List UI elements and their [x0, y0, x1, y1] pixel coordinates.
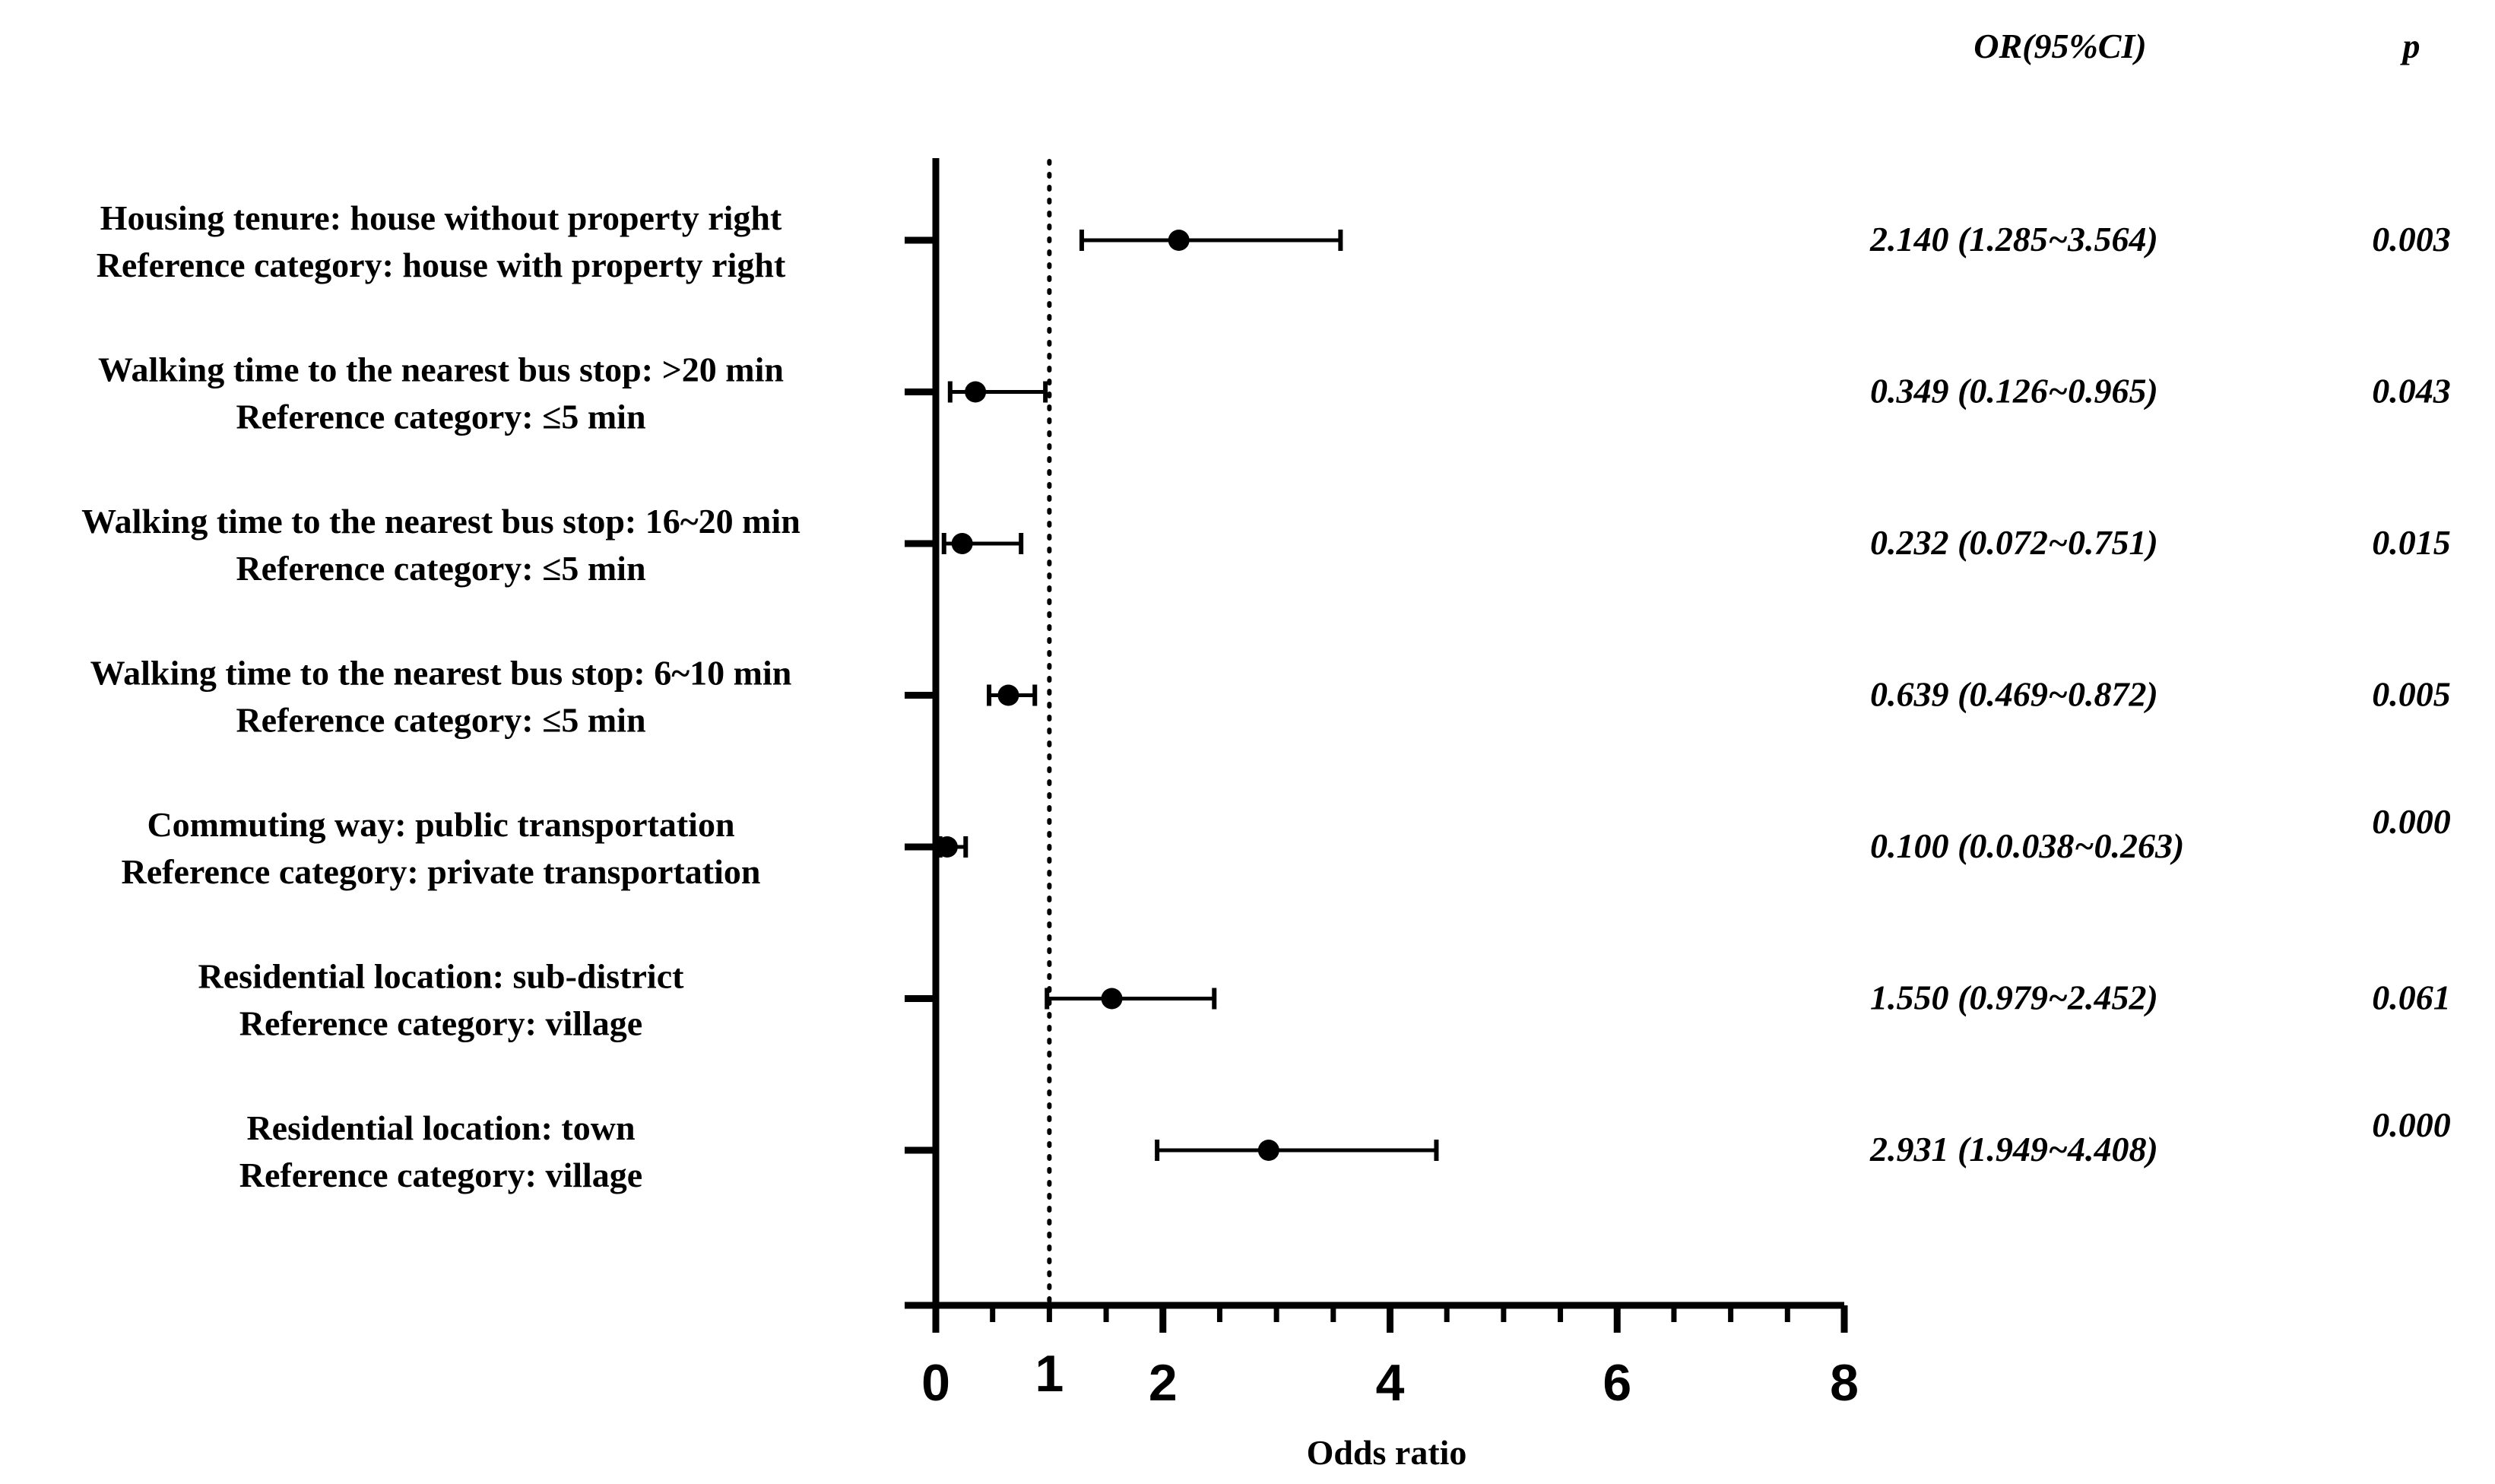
- row-label-reference: Reference category: house with property …: [97, 246, 786, 284]
- row-label-reference: Reference category: ≤5 min: [236, 701, 645, 740]
- row-label-variable: Walking time to the nearest bus stop: >2…: [98, 350, 784, 389]
- row-label-reference: Reference category: village: [239, 1156, 642, 1194]
- or-ci-value: 0.100 (0.0.038~0.263): [1870, 826, 2184, 865]
- row-label-variable: Walking time to the nearest bus stop: 6~…: [90, 654, 792, 693]
- p-value: 0.000: [2372, 1105, 2451, 1144]
- row-label-reference: Reference category: ≤5 min: [236, 549, 645, 588]
- x-axis-ticks: [932, 1305, 1848, 1333]
- forest-row: Housing tenure: house without property r…: [97, 198, 2451, 284]
- odds-ratio-point: [951, 533, 973, 554]
- or-ci-header: OR(95%CI): [1973, 27, 2146, 65]
- x-tick-label: 4: [1376, 1354, 1405, 1412]
- row-label-reference: Reference category: village: [239, 1004, 642, 1043]
- p-value: 0.005: [2372, 675, 2451, 714]
- row-label-reference: Reference category: private transportati…: [122, 852, 761, 891]
- odds-ratio-point: [1257, 1140, 1279, 1161]
- forest-rows: Housing tenure: house without property r…: [81, 198, 2451, 1194]
- forest-row: Residential location: town Reference cate…: [239, 1105, 2451, 1194]
- row-label-variable: Housing tenure: house without property r…: [100, 198, 782, 237]
- p-value: 0.015: [2372, 523, 2451, 562]
- row-label-reference: Reference category: ≤5 min: [236, 398, 645, 436]
- or-ci-value: 0.639 (0.469~0.872): [1870, 675, 2158, 714]
- odds-ratio-point: [936, 836, 958, 858]
- row-label-variable: Residential location: town: [246, 1108, 635, 1147]
- x-axis-title: Odds ratio: [1307, 1433, 1467, 1472]
- row-label-variable: Commuting way: public transportation: [147, 805, 734, 844]
- or-ci-value: 1.550 (0.979~2.452): [1870, 978, 2158, 1017]
- x-tick-label: 8: [1830, 1354, 1859, 1412]
- or-ci-value: 2.140 (1.285~3.564): [1869, 220, 2158, 258]
- forest-row: Walking time to the nearest bus stop: 16…: [81, 502, 2451, 588]
- forest-row: Residential location: sub-district Refere…: [198, 957, 2451, 1043]
- x-axis-tick-labels: 0 1 2 4 6 8: [921, 1345, 1859, 1412]
- p-value: 0.000: [2372, 802, 2451, 841]
- odds-ratio-point: [1101, 988, 1123, 1010]
- p-value: 0.043: [2372, 372, 2451, 411]
- or-ci-value: 0.349 (0.126~0.965): [1870, 372, 2158, 411]
- odds-ratio-point: [1168, 230, 1190, 251]
- p-header: p: [2400, 27, 2420, 65]
- odds-ratio-point: [965, 381, 987, 403]
- forest-row: Walking time to the nearest bus stop: 6~…: [90, 654, 2451, 740]
- or-ci-value: 0.232 (0.072~0.751): [1870, 523, 2158, 562]
- row-label-variable: Walking time to the nearest bus stop: 16…: [81, 502, 800, 541]
- x-tick-label: 1: [1035, 1345, 1064, 1403]
- x-tick-label: 0: [921, 1354, 950, 1412]
- forest-row: Commuting way: public transportation Refe…: [122, 802, 2451, 891]
- forest-row: Walking time to the nearest bus stop: >2…: [98, 350, 2451, 436]
- p-value: 0.061: [2372, 978, 2451, 1017]
- x-tick-label: 2: [1149, 1354, 1178, 1412]
- odds-ratio-point: [997, 684, 1019, 706]
- or-ci-value: 2.931 (1.949~4.408): [1869, 1130, 2158, 1168]
- x-tick-label: 6: [1603, 1354, 1631, 1412]
- row-label-variable: Residential location: sub-district: [198, 957, 685, 996]
- p-value: 0.003: [2372, 220, 2451, 258]
